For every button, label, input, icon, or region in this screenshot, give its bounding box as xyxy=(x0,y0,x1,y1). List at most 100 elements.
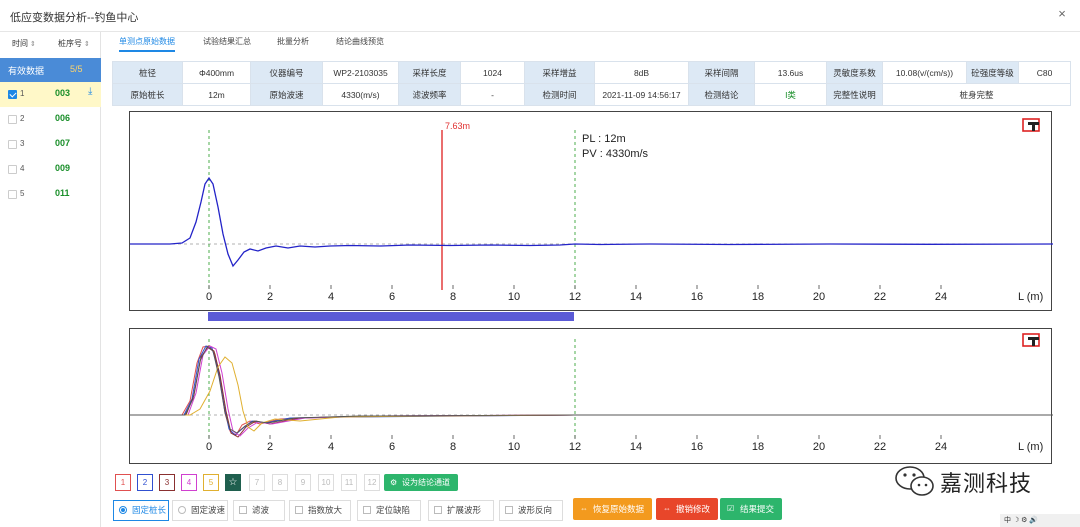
channel-toggle-4[interactable]: 4 xyxy=(181,474,197,491)
sort-icon: ⇕ xyxy=(30,41,36,48)
x-tick: 18 xyxy=(752,291,764,303)
brand-watermark: 嘉测科技 xyxy=(892,462,1062,500)
pile-row[interactable]: 2 006 xyxy=(0,107,101,132)
average-channel-star-icon[interactable]: ☆ xyxy=(225,474,241,491)
pile-row[interactable]: 3 007 xyxy=(0,132,101,157)
row-checkbox[interactable] xyxy=(8,90,17,99)
channel-toggle-7[interactable]: 7 xyxy=(249,474,265,491)
pile-row[interactable]: 4 009 xyxy=(0,157,101,182)
channel-toggle-2[interactable]: 2 xyxy=(137,474,153,491)
download-icon[interactable]: ⤓ xyxy=(88,86,93,97)
close-icon[interactable]: × xyxy=(1058,6,1066,21)
tab-results-summary[interactable]: 试验结果汇总 xyxy=(203,37,251,46)
wechat-logo-icon xyxy=(895,466,934,496)
undo-button[interactable]: ⇔ 撤销修改 xyxy=(656,498,719,520)
info-key: 采样长度 xyxy=(398,61,461,84)
main-wave-curve xyxy=(130,176,1053,268)
pile-info-table: 桩径 Φ400mm 仪器编号 WP2-2103035 采样长度 1024 采样增… xyxy=(112,61,1071,106)
info-value: 13.6us xyxy=(754,61,827,84)
submit-result-button[interactable]: ☑ 结果提交 xyxy=(720,498,783,520)
extend-wave-checkbox[interactable]: 扩展波形 xyxy=(428,500,494,521)
channel-avg-wave xyxy=(130,346,1053,434)
x-axis-unit: L (m) xyxy=(1018,441,1043,453)
exp-amplify-checkbox[interactable]: 指数放大 xyxy=(289,500,351,521)
fixed-length-radio[interactable]: 固定桩长 xyxy=(113,500,169,521)
tab-conclusion-preview[interactable]: 结论曲线预览 xyxy=(336,37,384,46)
watermark-text: 嘉测科技 xyxy=(940,472,1033,497)
pile-number: 003 xyxy=(55,88,71,98)
swap-icon: ⇔ xyxy=(580,504,588,513)
system-tray[interactable]: 中 ☽ ⚙ 🔊 xyxy=(1000,514,1080,527)
row-checkbox[interactable] xyxy=(8,190,17,199)
sort-icon: ⇕ xyxy=(84,41,90,48)
locate-defect-checkbox[interactable]: 定位缺陷 xyxy=(357,500,421,521)
brand-logo-icon xyxy=(1022,333,1040,347)
main-waveform-svg: 7.63m PL : 12m PV : 4330m/s 0 2 4 6 8 10… xyxy=(130,118,1053,303)
x-tick: 0 xyxy=(206,291,212,303)
pile-row[interactable]: 5 011 xyxy=(0,182,101,207)
info-value: I类 xyxy=(754,83,827,106)
channel-toggle-9[interactable]: 9 xyxy=(295,474,311,491)
channel-toggle-10[interactable]: 10 xyxy=(318,474,334,491)
info-key: 检测时间 xyxy=(524,83,595,106)
x-tick: 12 xyxy=(569,291,581,303)
main-waveform-plot[interactable]: 7.63m PL : 12m PV : 4330m/s 0 2 4 6 8 10… xyxy=(129,111,1053,311)
channel-toggle-5[interactable]: 5 xyxy=(203,474,219,491)
multi-channel-plot[interactable]: 0 2 4 6 8 10 12 14 16 18 20 22 24 L (m) xyxy=(129,328,1053,464)
info-key: 采样增益 xyxy=(524,61,595,84)
channel-toggle-3[interactable]: 3 xyxy=(159,474,175,491)
brand-logo-icon xyxy=(1022,118,1040,132)
x-axis-tickmarks xyxy=(208,435,942,439)
x-tick: 6 xyxy=(389,291,395,303)
info-value: 2021-11-09 14:56:17 xyxy=(594,83,689,106)
x-axis-unit: L (m) xyxy=(1018,291,1043,303)
x-tick: 20 xyxy=(813,441,825,453)
tab-batch-analysis[interactable]: 批量分析 xyxy=(277,37,309,46)
x-tick: 24 xyxy=(935,291,947,303)
channel-toggle-11[interactable]: 11 xyxy=(341,474,357,491)
pile-list-panel: 时间 ⇕ 桩序号 ⇕ 有效数据 5/5 1 003 ⤓ 2 006 3 007 4 xyxy=(0,32,101,527)
multi-channel-svg: 0 2 4 6 8 10 12 14 16 18 20 22 24 L (m) xyxy=(130,333,1053,453)
checkbox-icon xyxy=(363,506,371,514)
info-value: 桩身完整 xyxy=(882,83,1071,106)
channel-toggle-12[interactable]: 12 xyxy=(364,474,380,491)
restore-data-button[interactable]: ⇔ 恢复原始数据 xyxy=(573,498,653,520)
row-index: 4 xyxy=(20,164,25,173)
info-key: 砼强度等级 xyxy=(966,61,1019,84)
radio-icon xyxy=(119,506,127,514)
pile-range-bar[interactable] xyxy=(208,312,574,321)
valid-data-header[interactable]: 有效数据 5/5 xyxy=(0,58,101,82)
pile-number: 006 xyxy=(55,113,71,123)
info-value: 12m xyxy=(182,83,251,106)
x-tick: 10 xyxy=(508,291,520,303)
checkbox-icon xyxy=(239,506,247,514)
fixed-velocity-radio[interactable]: 固定波速 xyxy=(172,500,228,521)
pile-row[interactable]: 1 003 ⤓ xyxy=(0,82,101,107)
info-key: 检测结论 xyxy=(688,83,755,106)
x-tick: 12 xyxy=(569,441,581,453)
invert-wave-checkbox[interactable]: 波形反向 xyxy=(499,500,563,521)
filter-checkbox[interactable]: 滤波 xyxy=(233,500,285,521)
set-conclusion-channel-button[interactable]: 设为结论通道 xyxy=(384,474,458,491)
info-key: 桩径 xyxy=(112,61,183,84)
x-tick: 22 xyxy=(874,291,886,303)
valid-data-count: 5/5 xyxy=(70,64,83,74)
tab-raw-data[interactable]: 单测点原始数据 xyxy=(119,36,175,52)
row-checkbox[interactable] xyxy=(8,140,17,149)
info-value: 1024 xyxy=(460,61,525,84)
x-tick: 2 xyxy=(267,291,273,303)
sort-time-header[interactable]: 时间 ⇕ xyxy=(12,39,36,48)
channel-5-wave xyxy=(130,356,1053,432)
wave-velocity-label: PV : 4330m/s xyxy=(582,148,649,160)
radio-icon xyxy=(178,506,186,514)
row-checkbox[interactable] xyxy=(8,115,17,124)
info-value: 8dB xyxy=(594,61,689,84)
row-index: 1 xyxy=(20,89,25,98)
channel-toggle-8[interactable]: 8 xyxy=(272,474,288,491)
sort-pile-header[interactable]: 桩序号 ⇕ xyxy=(58,39,90,48)
checkbox-icon xyxy=(295,506,303,514)
row-checkbox[interactable] xyxy=(8,165,17,174)
info-key: 仪器编号 xyxy=(250,61,323,84)
info-value: WP2-2103035 xyxy=(322,61,399,84)
channel-toggle-1[interactable]: 1 xyxy=(115,474,131,491)
